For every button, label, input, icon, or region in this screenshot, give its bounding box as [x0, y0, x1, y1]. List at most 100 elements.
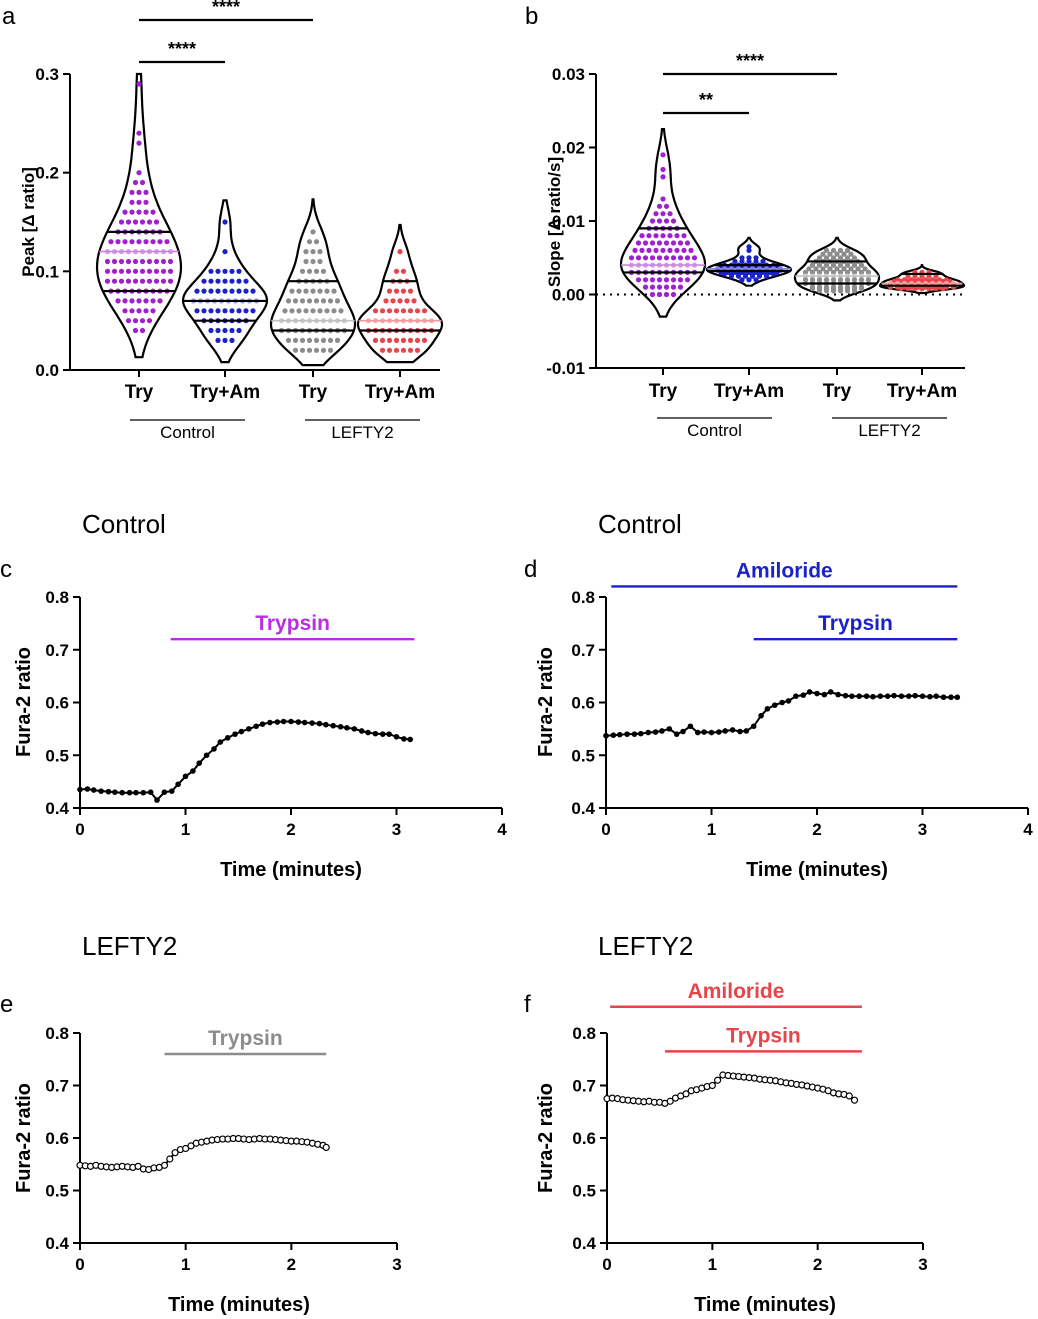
- data-point: [646, 233, 652, 239]
- x-axis-label: Time (minutes): [746, 859, 888, 881]
- data-point: [823, 288, 830, 294]
- data-point: [136, 170, 142, 176]
- data-point: [656, 284, 663, 290]
- data-point: [111, 268, 118, 274]
- data-point: [104, 278, 111, 284]
- data-point: [670, 284, 677, 290]
- data-point: [310, 308, 316, 314]
- data-point: [320, 347, 327, 353]
- data-point: [136, 81, 142, 87]
- data-point: [411, 298, 417, 304]
- data-point: [129, 239, 135, 245]
- data-point: [763, 273, 770, 279]
- data-point: [400, 288, 407, 294]
- data-point: [682, 1090, 690, 1098]
- data-point: [862, 266, 868, 272]
- y-tick-label: 0.02: [552, 139, 585, 158]
- data-point: [126, 789, 133, 796]
- data-point: [806, 689, 813, 695]
- data-point: [306, 239, 313, 245]
- data-point: [898, 286, 904, 292]
- data-point: [320, 268, 327, 274]
- data-point: [816, 269, 823, 275]
- data-point: [139, 278, 146, 284]
- data-point: [746, 244, 752, 250]
- data-point: [160, 1161, 169, 1169]
- data-point: [823, 262, 830, 268]
- data-point: [167, 268, 174, 274]
- data-point: [222, 249, 228, 255]
- data-point: [365, 729, 371, 736]
- data-point: [299, 268, 306, 274]
- data-point: [728, 273, 735, 279]
- data-point: [912, 286, 918, 292]
- data-point: [143, 209, 149, 215]
- violin-outline: [619, 128, 707, 318]
- data-point: [337, 723, 344, 730]
- x-tick-label: 1: [707, 820, 716, 839]
- data-point: [816, 277, 823, 283]
- data-point: [677, 255, 684, 261]
- y-tick-label: 0.4: [571, 799, 595, 818]
- data-point: [830, 255, 837, 261]
- data-point: [229, 337, 235, 343]
- data-point: [215, 278, 221, 284]
- data-point: [238, 728, 245, 735]
- data-point: [837, 269, 844, 275]
- data-point: [851, 288, 858, 294]
- data-point: [140, 789, 147, 796]
- data-point: [948, 694, 954, 701]
- x-tick-label: 4: [1023, 820, 1033, 839]
- data-point: [628, 255, 635, 261]
- x-tick-label: 2: [286, 820, 295, 839]
- data-point: [837, 262, 844, 268]
- data-point: [136, 199, 142, 205]
- data-point: [393, 347, 400, 353]
- y-tick-label: 0.6: [45, 1129, 69, 1148]
- data-point: [844, 255, 851, 261]
- data-point: [317, 258, 323, 265]
- data-point: [229, 268, 235, 274]
- data-point: [143, 298, 149, 304]
- y-tick-label: -0.01: [546, 359, 585, 378]
- category-label: Try: [649, 381, 678, 402]
- data-point: [688, 247, 694, 253]
- data-point: [125, 268, 132, 274]
- data-point: [645, 729, 651, 736]
- data-point: [830, 288, 837, 294]
- y-tick-label: 0.4: [572, 1234, 596, 1253]
- data-point: [729, 727, 736, 733]
- data-point: [118, 268, 125, 274]
- data-point: [201, 278, 207, 284]
- data-point: [334, 298, 341, 304]
- violin-outline: [95, 72, 183, 359]
- data-point: [813, 266, 819, 272]
- data-point: [327, 298, 334, 304]
- data-point: [132, 179, 139, 186]
- data-point: [118, 278, 125, 284]
- violin-outline: [181, 199, 269, 364]
- data-point: [386, 347, 393, 353]
- data-point: [816, 255, 823, 261]
- data-point: [809, 269, 816, 275]
- data-point: [653, 233, 659, 239]
- group-label: Control: [160, 423, 215, 442]
- y-tick-label: 0.03: [552, 65, 585, 84]
- y-tick-label: 0.3: [35, 65, 59, 84]
- data-point: [390, 298, 396, 304]
- data-point: [663, 291, 670, 298]
- data-point: [758, 712, 764, 719]
- data-point: [331, 308, 337, 314]
- data-point: [111, 278, 118, 284]
- data-point: [670, 291, 677, 298]
- data-point: [844, 288, 851, 294]
- data-point: [208, 327, 214, 334]
- data-point: [844, 269, 851, 275]
- data-point: [827, 689, 834, 695]
- data-point: [303, 249, 309, 255]
- data-point: [732, 258, 738, 264]
- data-point: [250, 308, 256, 314]
- violin-outline: [793, 236, 881, 302]
- data-point: [351, 726, 358, 732]
- data-point: [379, 337, 386, 343]
